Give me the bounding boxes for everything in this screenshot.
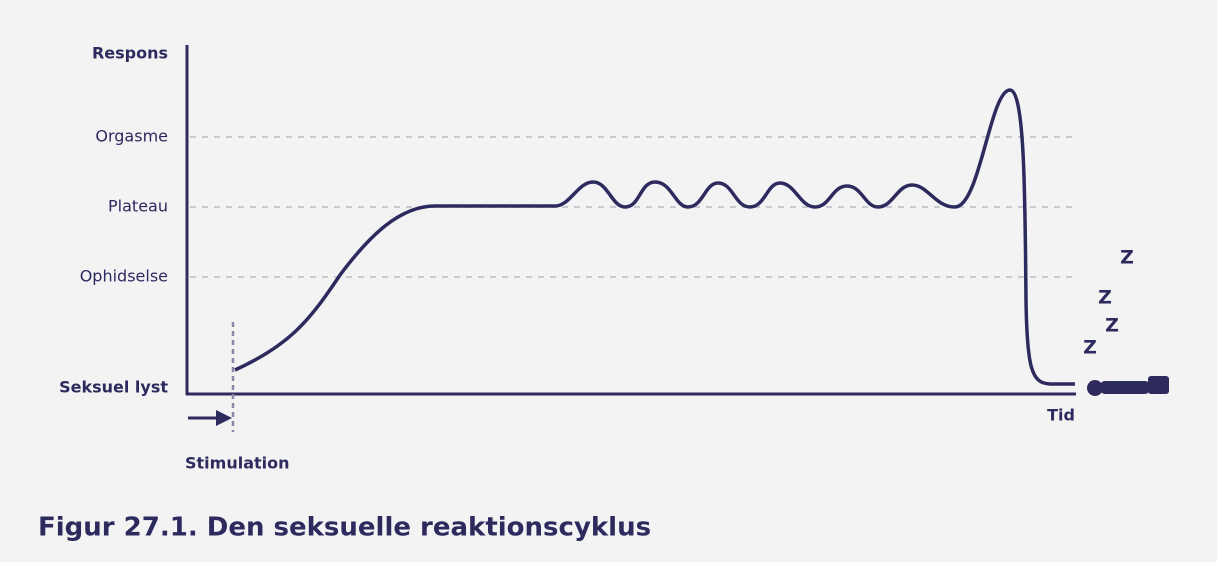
sleeper-feet (1148, 376, 1169, 394)
caption: Figur 27.1. Den seksuelle reaktionscyklu… (38, 513, 651, 543)
sleep-z: Z (1120, 247, 1134, 269)
y-axis-label: Respons (92, 44, 168, 63)
sleeper-body (1100, 381, 1150, 394)
level-label: Orgasme (95, 127, 168, 146)
sleeper-head (1087, 380, 1103, 396)
arrow-head (216, 410, 232, 426)
level-label: Seksuel lyst (59, 378, 168, 397)
sleep-z: Z (1105, 315, 1119, 337)
stimulation-label: Stimulation (185, 454, 290, 473)
response-curve (234, 88, 1075, 386)
x-axis-label: Tid (1047, 406, 1075, 425)
sleep-z: Z (1098, 287, 1112, 309)
level-label: Ophidselse (80, 267, 168, 286)
level-label: Plateau (108, 197, 168, 216)
sleep-z: Z (1083, 337, 1097, 359)
